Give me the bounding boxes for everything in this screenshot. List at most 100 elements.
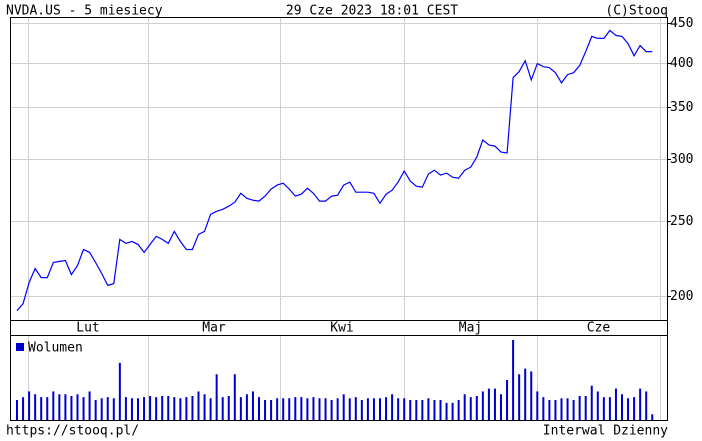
volume-bar [40, 397, 43, 420]
volume-bar [64, 394, 67, 420]
volume-bar [191, 396, 194, 420]
volume-bar [88, 391, 91, 420]
legend-label: Wolumen [28, 341, 83, 356]
volume-bar [251, 391, 254, 420]
volume-bar [366, 398, 369, 420]
volume-bar [300, 397, 303, 420]
volume-bar [46, 397, 49, 420]
volume-bar [197, 391, 200, 420]
volume-bar [385, 397, 388, 420]
volume-bar [282, 398, 285, 420]
volume-bar [645, 391, 648, 420]
chart-title: NVDA.US - 5 miesiecy [6, 4, 163, 19]
volume-bar [602, 397, 605, 420]
volume-bar [185, 397, 188, 420]
volume-bar [167, 396, 170, 420]
x-tick-label: Lut [76, 321, 99, 336]
volume-bar [500, 394, 502, 420]
volume-bar [372, 398, 375, 420]
volume-bar [227, 396, 230, 420]
volume-bar [614, 388, 617, 420]
volume-bar [548, 400, 551, 420]
volume-bar [354, 397, 357, 420]
volume-bar [463, 394, 466, 420]
volume-bar [276, 398, 279, 420]
volume-bar [409, 400, 412, 420]
volume-bar [179, 398, 182, 420]
volume-bar [258, 397, 260, 420]
volume-bar [639, 388, 642, 420]
volume-bar [203, 394, 206, 420]
volume-bar [288, 398, 291, 420]
volume-bar [415, 400, 418, 420]
volume-bar [270, 400, 273, 420]
volume-bar [627, 398, 630, 420]
volume-bar [493, 388, 496, 420]
volume-bar [221, 397, 224, 420]
volume-bar [112, 398, 115, 420]
volume-bar [70, 396, 73, 420]
y-tick-label: 200 [670, 289, 693, 304]
volume-bar [379, 398, 381, 420]
volume-bar [82, 397, 85, 420]
volume-bar [233, 374, 236, 420]
volume-bar [161, 396, 164, 420]
volume-bar [578, 396, 581, 420]
volume-bar [621, 394, 623, 420]
source-url[interactable]: https://stooq.pl/ [6, 424, 139, 439]
volume-bar [76, 394, 79, 420]
volume-bar [94, 400, 97, 420]
volume-bar [173, 397, 176, 420]
volume-bar [318, 398, 321, 420]
volume-bar [22, 397, 25, 420]
volume-bar [143, 397, 146, 420]
volume-frame [10, 335, 668, 421]
volume-bar [584, 396, 587, 420]
volume-bar [330, 400, 333, 420]
volume-bar [524, 368, 527, 420]
volume-bar [391, 394, 394, 420]
volume-bar [457, 400, 460, 420]
volume-bar [475, 396, 478, 420]
plot: 200 250 300 350 400 450 Lut Mar Kwi Maj Cze Wolumen [10, 16, 693, 420]
volume-bar [596, 391, 599, 420]
x-tick-label: Mar [202, 321, 226, 336]
interval: Interwal Dzienny [543, 424, 668, 439]
volume-bar [130, 398, 133, 420]
volume-bar [433, 400, 436, 420]
volume-bar [342, 394, 345, 420]
volume-bar [149, 396, 152, 420]
volume-bar [536, 391, 539, 420]
volume-bar [106, 397, 109, 420]
volume-bar [608, 397, 611, 420]
volume-bar [512, 340, 515, 420]
volume-bar [137, 398, 139, 420]
volume-bar [264, 400, 267, 420]
volume-bar [651, 414, 654, 420]
volume-bar [633, 397, 636, 420]
volume-bar [324, 398, 327, 420]
volume-bar [34, 394, 37, 420]
volume-bar [481, 391, 484, 420]
volume-bar [155, 397, 158, 420]
legend-swatch [16, 343, 24, 351]
y-tick-label: 350 [670, 100, 693, 115]
volume-bar [306, 398, 309, 420]
volume-bar [239, 397, 242, 420]
volume-bar [560, 398, 563, 420]
y-tick-label: 400 [670, 56, 693, 71]
volume-bar [245, 394, 248, 420]
volume-bar [28, 391, 31, 420]
volume-bar [118, 362, 121, 420]
volume-bar [469, 397, 472, 420]
volume-bar [506, 380, 509, 420]
chart-date: 29 Cze 2023 18:01 CEST [286, 4, 458, 19]
volume-bar [336, 398, 339, 420]
volume-bar [518, 374, 521, 420]
volume-bar [566, 398, 569, 420]
volume-bar [312, 397, 315, 420]
x-tick-label: Kwi [330, 321, 353, 336]
volume-bar [124, 397, 127, 420]
